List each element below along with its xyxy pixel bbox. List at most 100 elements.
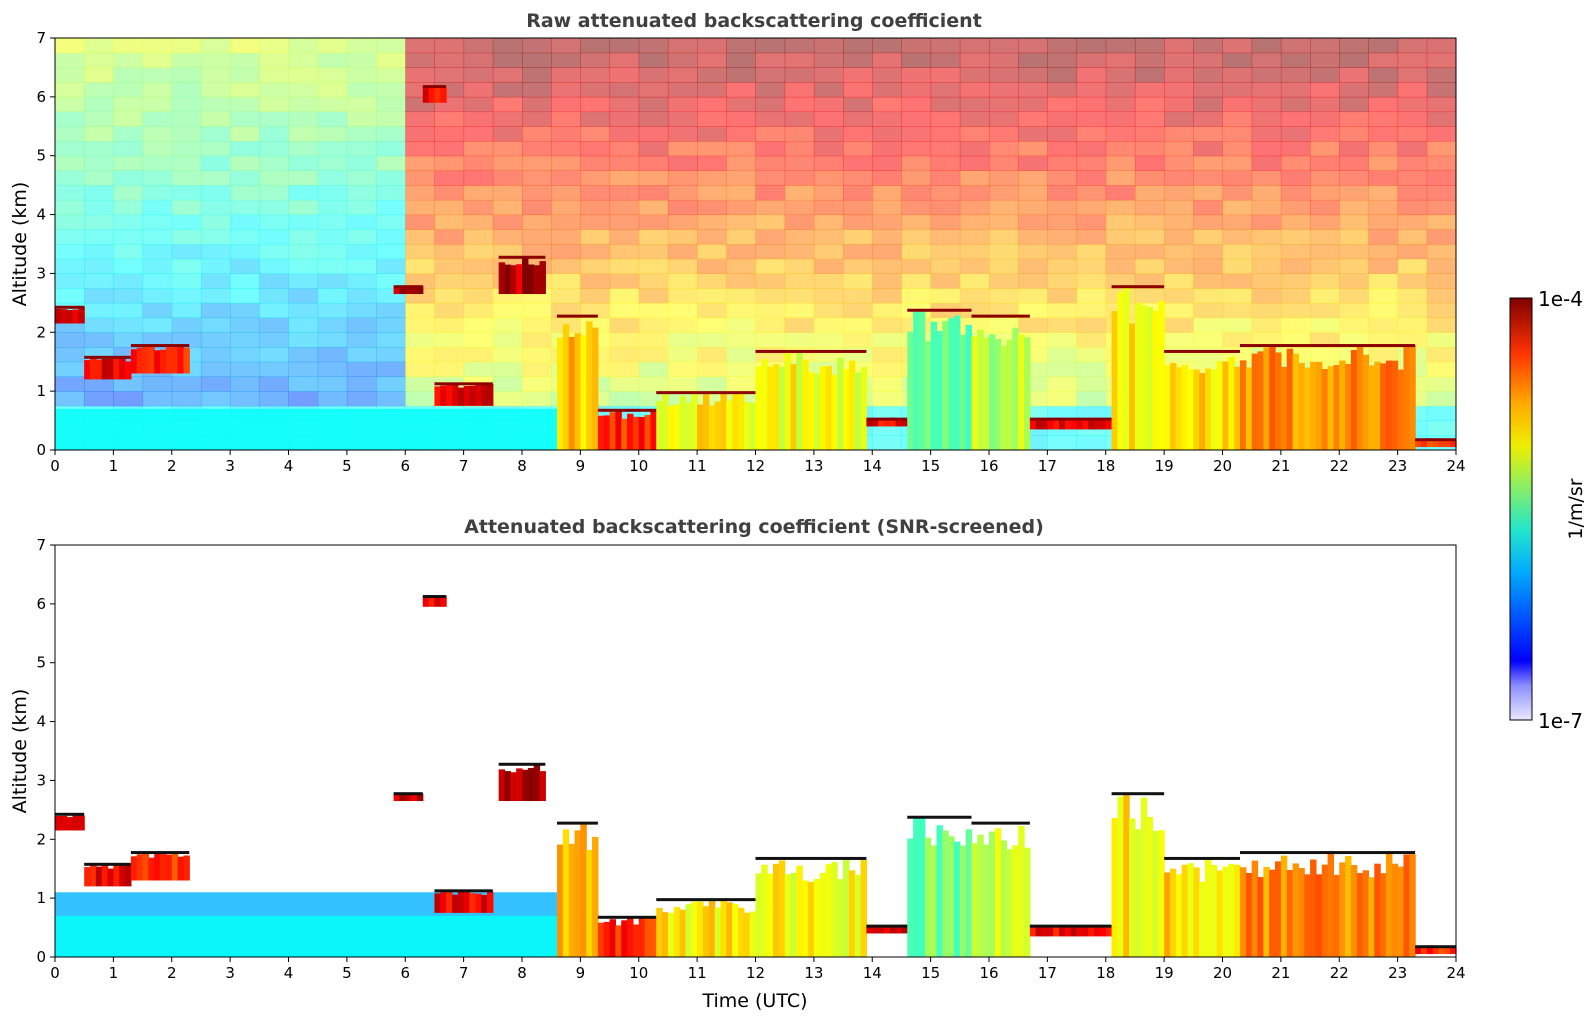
- cloud-column: [603, 921, 611, 957]
- cloud-column: [948, 836, 955, 957]
- noise-cell: [989, 273, 1019, 289]
- cloud-column: [1304, 367, 1311, 450]
- cloud-column: [761, 359, 768, 450]
- noise-cell: [901, 155, 932, 171]
- noise-cell: [1105, 185, 1136, 201]
- noise-cell: [259, 273, 289, 289]
- noise-cell: [259, 38, 289, 54]
- noise-cell: [1076, 170, 1107, 186]
- noise-cell: [551, 52, 581, 68]
- noise-cell: [463, 155, 494, 171]
- cloud-column: [1397, 866, 1405, 957]
- noise-cell: [1310, 170, 1340, 186]
- noise-cell: [1310, 347, 1340, 363]
- noise-cell: [171, 126, 202, 142]
- noise-cell: [1193, 332, 1223, 348]
- cloud-column: [498, 769, 506, 802]
- cloud-top: [1029, 417, 1112, 421]
- noise-cell: [1368, 258, 1399, 274]
- cloud-column: [1444, 947, 1451, 955]
- noise-cell: [317, 67, 348, 83]
- noise-cell: [872, 229, 902, 245]
- noise-cell: [259, 170, 289, 186]
- cloud-column: [953, 841, 961, 957]
- noise-cell: [288, 302, 319, 319]
- cloud-column: [714, 401, 722, 450]
- noise-cell: [522, 185, 552, 201]
- cloud-column: [457, 387, 465, 406]
- y-tick-label: 1: [36, 382, 46, 400]
- noise-cell: [55, 391, 85, 407]
- noise-cell: [1339, 288, 1369, 304]
- colorbar-unit-label: 1/m/sr: [1565, 478, 1587, 539]
- noise-cell: [697, 258, 727, 274]
- cloud-column: [1240, 867, 1247, 957]
- x-tick-label: 5: [342, 964, 352, 982]
- cloud-column: [1105, 925, 1113, 937]
- noise-cell: [113, 376, 144, 392]
- noise-cell: [1193, 111, 1223, 127]
- noise-cell: [259, 391, 289, 407]
- cloud-column: [1018, 334, 1025, 450]
- cloud-column: [504, 771, 511, 802]
- noise-cell: [989, 111, 1019, 127]
- noise-cell: [346, 332, 377, 348]
- noise-cell: [142, 258, 173, 274]
- noise-cell: [230, 273, 260, 289]
- noise-cell: [1339, 155, 1369, 171]
- noise-cell: [1105, 96, 1136, 113]
- cloud-column: [1438, 947, 1445, 955]
- noise-cell: [638, 67, 669, 83]
- cloud-column: [557, 844, 564, 957]
- noise-cell: [1310, 38, 1340, 54]
- noise-cell: [230, 347, 260, 363]
- x-tick-label: 23: [1388, 964, 1407, 982]
- noise-cell: [84, 126, 114, 142]
- noise-cell: [522, 67, 552, 83]
- noise-cell: [492, 170, 523, 186]
- x-tick-label: 15: [921, 964, 940, 982]
- cloud-column: [977, 329, 984, 450]
- noise-cell: [522, 302, 552, 319]
- cloud-column: [866, 926, 873, 934]
- noise-cell: [1426, 52, 1457, 68]
- noise-cell: [1047, 273, 1078, 289]
- noise-cell: [1018, 96, 1048, 113]
- noise-cell: [959, 317, 990, 333]
- cloud-column: [901, 924, 908, 934]
- noise-cell: [142, 185, 173, 201]
- cloud-column: [107, 358, 114, 380]
- noise-cell: [580, 82, 611, 98]
- cloud-column: [148, 345, 155, 374]
- cloud-column: [1380, 873, 1387, 957]
- noise-cell: [813, 244, 844, 260]
- cloud-column: [1292, 863, 1299, 957]
- cloud-column: [1164, 872, 1171, 957]
- cloud-column: [1047, 418, 1054, 430]
- cloud-column: [78, 815, 85, 831]
- cloud-column: [533, 763, 541, 802]
- noise-cell: [230, 288, 260, 304]
- noise-cell: [1047, 317, 1078, 333]
- cloud-column: [778, 366, 786, 450]
- noise-cell: [522, 347, 552, 363]
- noise-cell: [901, 38, 932, 54]
- cloud-column: [1018, 826, 1025, 957]
- noise-cell: [171, 244, 202, 260]
- cloud-column: [1310, 361, 1317, 450]
- noise-cell: [317, 391, 348, 407]
- noise-cell: [843, 82, 873, 98]
- cloud-column: [1152, 310, 1159, 450]
- noise-cell: [872, 361, 902, 377]
- noise-cell: [784, 199, 815, 216]
- noise-cell: [1105, 229, 1136, 245]
- cloud-column: [1222, 361, 1229, 450]
- noise-cell: [872, 288, 902, 304]
- cloud-column: [1111, 818, 1119, 957]
- noise-cell: [463, 258, 494, 274]
- cloud-column: [586, 849, 593, 957]
- cloud-column: [872, 419, 879, 427]
- noise-cell: [376, 52, 406, 68]
- noise-cell: [259, 82, 289, 98]
